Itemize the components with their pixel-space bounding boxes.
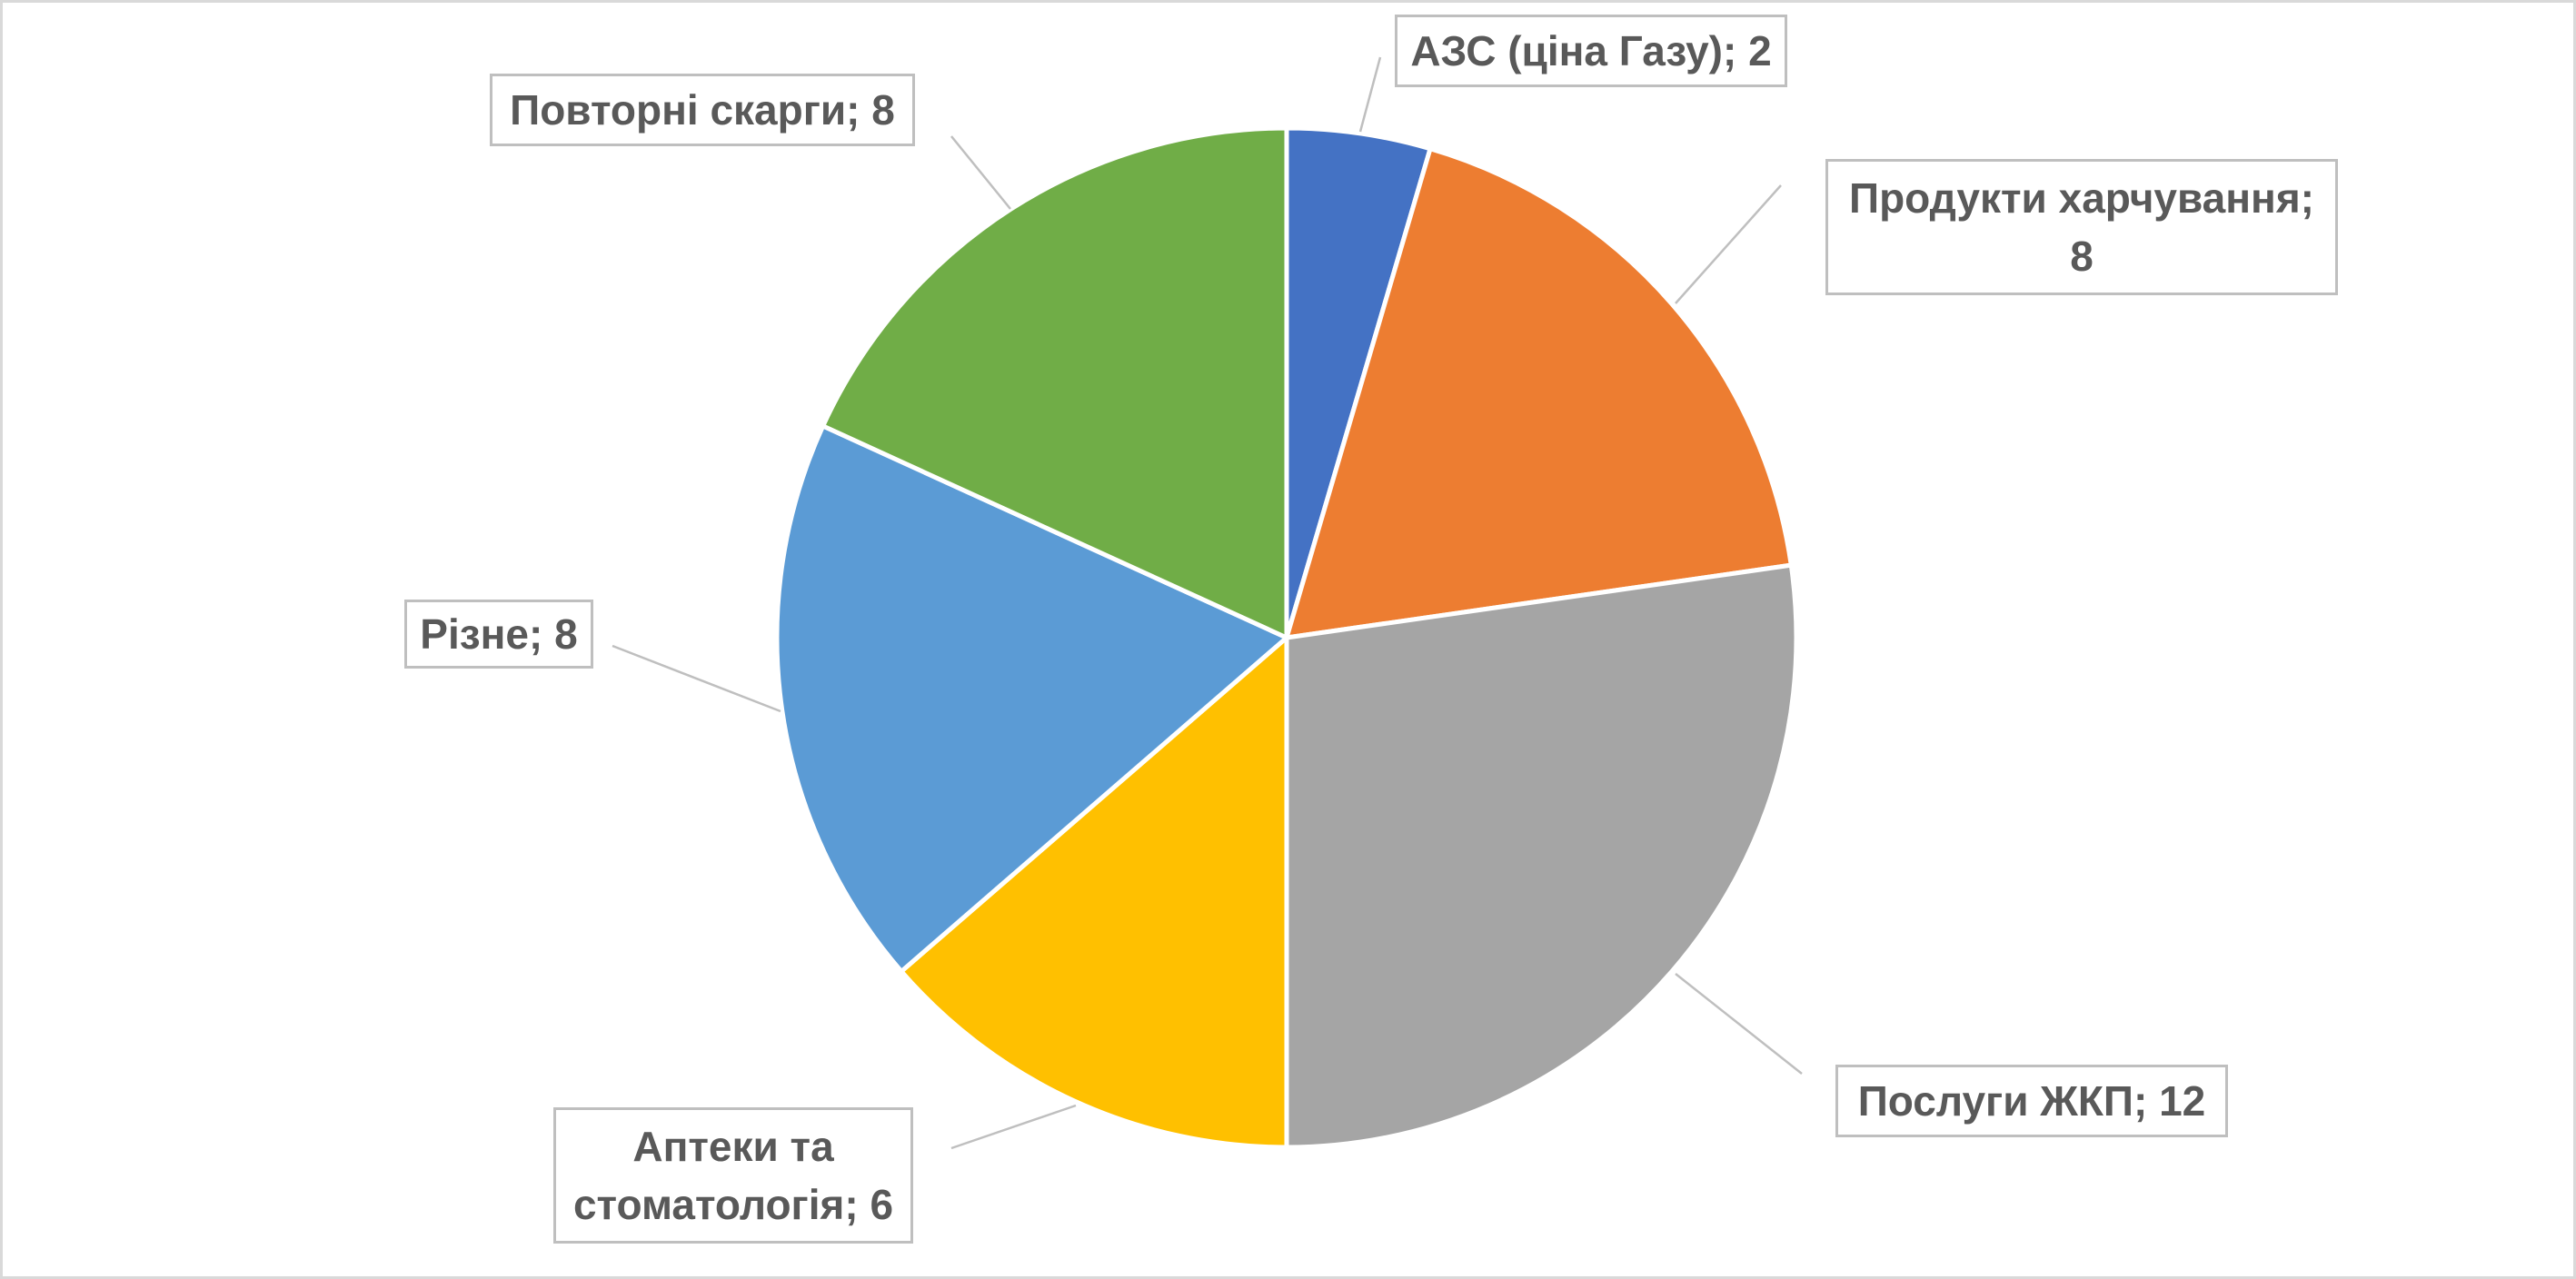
leader-line xyxy=(1675,973,1803,1075)
data-label: Повторні скарги; 8 xyxy=(490,74,915,146)
data-label: Послуги ЖКП; 12 xyxy=(1835,1065,2228,1137)
data-label: Різне; 8 xyxy=(404,600,593,669)
pie-slice xyxy=(821,125,1289,640)
leader-line xyxy=(612,644,781,713)
leader-line xyxy=(950,1104,1077,1150)
pie-chart xyxy=(612,56,1803,1150)
pie-slice xyxy=(774,423,1289,974)
pie-slice xyxy=(899,635,1289,1150)
pie-slice xyxy=(1284,562,1799,1150)
data-label: Продукти харчування; 8 xyxy=(1825,159,2338,295)
leader-line xyxy=(1675,184,1782,304)
data-label: Аптеки та стоматологія; 6 xyxy=(553,1107,913,1244)
leader-line xyxy=(950,135,1011,210)
pie-slice xyxy=(1284,146,1794,640)
leader-line xyxy=(1358,56,1382,133)
data-label: АЗС (ціна Газу); 2 xyxy=(1395,15,1787,87)
